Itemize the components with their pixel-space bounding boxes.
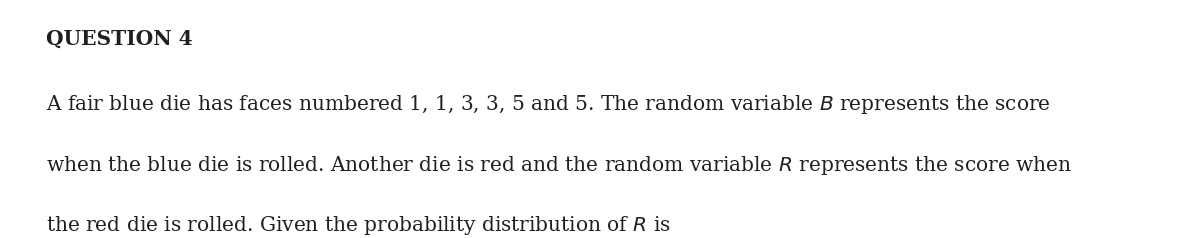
Text: when the blue die is rolled. Another die is red and the random variable $\mathit: when the blue die is rolled. Another die… <box>46 154 1072 177</box>
Text: A fair blue die has faces numbered 1, 1, 3, 3, 5 and 5. The random variable $\ma: A fair blue die has faces numbered 1, 1,… <box>46 93 1050 116</box>
Text: the red die is rolled. Given the probability distribution of $\mathit{R}$ is: the red die is rolled. Given the probabi… <box>46 214 671 237</box>
Text: QUESTION 4: QUESTION 4 <box>46 29 192 49</box>
